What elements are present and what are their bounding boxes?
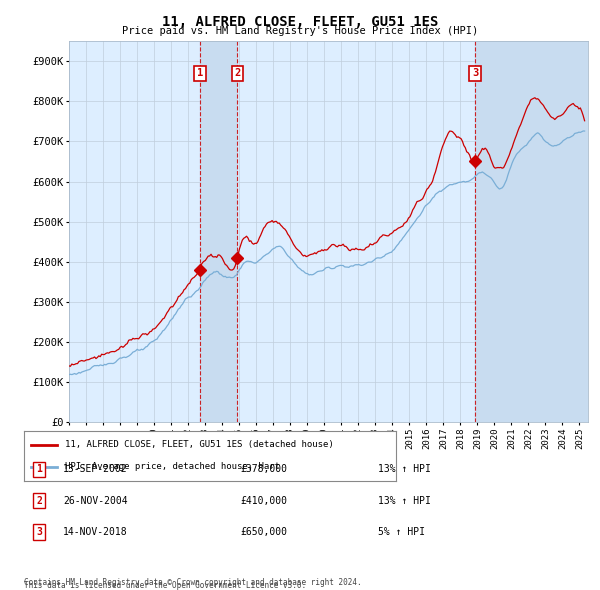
Text: 26-NOV-2004: 26-NOV-2004 bbox=[63, 496, 128, 506]
Text: Contains HM Land Registry data © Crown copyright and database right 2024.: Contains HM Land Registry data © Crown c… bbox=[24, 578, 362, 587]
Text: 2: 2 bbox=[36, 496, 42, 506]
Text: 3: 3 bbox=[472, 68, 478, 78]
Bar bbox=[200, 41, 238, 422]
Text: 3: 3 bbox=[36, 527, 42, 537]
Text: 5% ↑ HPI: 5% ↑ HPI bbox=[378, 527, 425, 537]
Text: 13% ↑ HPI: 13% ↑ HPI bbox=[378, 496, 431, 506]
Text: £378,000: £378,000 bbox=[240, 464, 287, 474]
Text: 11, ALFRED CLOSE, FLEET, GU51 1ES: 11, ALFRED CLOSE, FLEET, GU51 1ES bbox=[162, 15, 438, 29]
Text: Price paid vs. HM Land Registry's House Price Index (HPI): Price paid vs. HM Land Registry's House … bbox=[122, 26, 478, 36]
Text: HPI: Average price, detached house, Hart: HPI: Average price, detached house, Hart bbox=[65, 463, 280, 471]
Text: 14-NOV-2018: 14-NOV-2018 bbox=[63, 527, 128, 537]
Text: 13-SEP-2002: 13-SEP-2002 bbox=[63, 464, 128, 474]
Text: £650,000: £650,000 bbox=[240, 527, 287, 537]
Text: 2: 2 bbox=[235, 68, 241, 78]
Text: 1: 1 bbox=[36, 464, 42, 474]
Text: £410,000: £410,000 bbox=[240, 496, 287, 506]
Bar bbox=[475, 41, 588, 422]
Text: 1: 1 bbox=[197, 68, 203, 78]
Text: 13% ↑ HPI: 13% ↑ HPI bbox=[378, 464, 431, 474]
Text: This data is licensed under the Open Government Licence v3.0.: This data is licensed under the Open Gov… bbox=[24, 581, 306, 590]
Text: 11, ALFRED CLOSE, FLEET, GU51 1ES (detached house): 11, ALFRED CLOSE, FLEET, GU51 1ES (detac… bbox=[65, 440, 334, 449]
